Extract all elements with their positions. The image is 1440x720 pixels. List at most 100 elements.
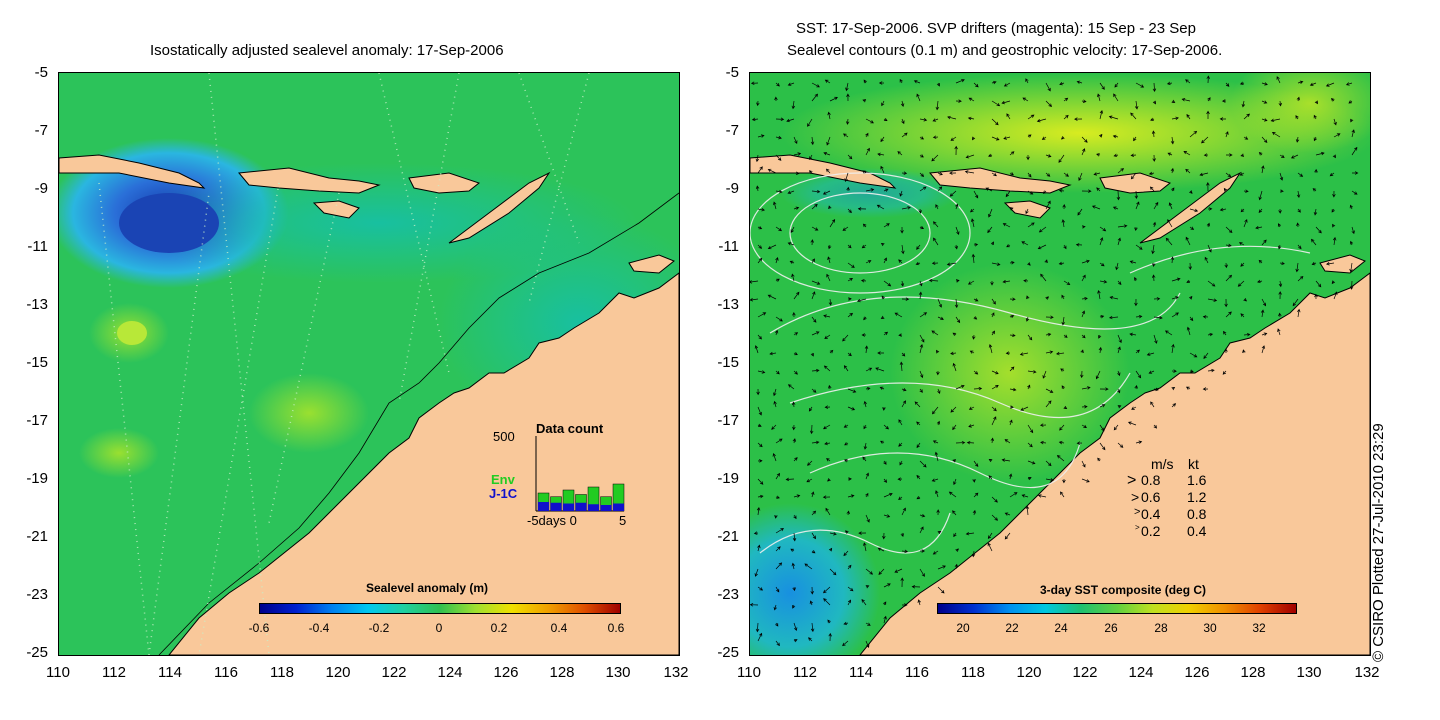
velocity-arrow <box>877 547 885 552</box>
velocity-arrow <box>1297 308 1301 318</box>
velocity-arrow <box>1026 154 1030 161</box>
velocity-arrow <box>919 343 924 354</box>
velocity-arrow <box>1240 313 1245 318</box>
velocity-arrow <box>863 400 867 408</box>
velocity-arrow <box>810 239 814 246</box>
velocity-arrow <box>901 171 908 175</box>
velocity-arrow <box>1045 400 1052 408</box>
velocity-arrow <box>847 352 852 357</box>
velocity-arrow <box>1261 82 1268 86</box>
legend-arrow-icon: > <box>1135 523 1140 532</box>
velocity-arrow <box>898 496 903 500</box>
velocity-arrow <box>955 79 965 84</box>
x-tick: 118 <box>270 664 294 681</box>
velocity-arrow <box>883 514 891 518</box>
velocity-arrow <box>1117 388 1121 394</box>
velocity-arrow <box>847 244 852 249</box>
velocity-arrow <box>846 186 850 192</box>
x-tick: 122 <box>381 664 407 681</box>
colorbar-tick: 0.4 <box>550 621 568 635</box>
velocity-arrow <box>1261 100 1268 104</box>
velocity-arrow <box>829 96 838 102</box>
y-tick: -21 <box>717 528 739 545</box>
y-tick: -9 <box>34 180 48 197</box>
velocity-arrow <box>1148 171 1155 176</box>
velocity-arrow <box>863 424 867 430</box>
velocity-arrow <box>1062 204 1066 210</box>
velocity-arrow <box>1060 368 1065 372</box>
velocity-arrow <box>1168 202 1173 210</box>
velocity-arrow <box>823 314 831 318</box>
right-map-title-line2: Sealevel contours (0.1 m) and geostrophi… <box>787 42 1223 59</box>
velocity-arrow <box>1117 224 1128 228</box>
velocity-arrow <box>1351 146 1358 156</box>
velocity-arrow <box>757 586 764 591</box>
velocity-arrow <box>1045 200 1051 210</box>
velocity-arrow <box>894 312 903 318</box>
velocity-arrow <box>1261 332 1268 336</box>
velocity-arrow <box>955 384 965 390</box>
velocity-arrow <box>1081 148 1086 156</box>
velocity-arrow <box>1153 297 1161 301</box>
velocity-arrow <box>965 154 975 159</box>
velocity-arrow <box>1063 405 1068 410</box>
velocity-arrow <box>1078 172 1083 181</box>
velocity-arrow <box>791 273 795 282</box>
velocity-arrow <box>1081 334 1086 339</box>
velocity-arrow <box>1203 153 1209 157</box>
velocity-arrow <box>1151 244 1155 255</box>
y-tick: -15 <box>26 354 48 371</box>
velocity-arrow <box>757 134 765 138</box>
velocity-arrow <box>811 291 816 300</box>
velocity-arrow <box>847 477 852 481</box>
velocity-arrow <box>1134 226 1138 232</box>
velocity-arrow <box>1349 240 1354 246</box>
velocity-arrow <box>883 223 890 228</box>
velocity-arrow <box>1309 82 1317 86</box>
velocity-arrow <box>964 170 975 174</box>
velocity-arrow <box>880 242 885 247</box>
velocity-arrow <box>1186 279 1191 283</box>
velocity-arrow <box>897 151 903 156</box>
velocity-arrow <box>991 416 997 426</box>
velocity-arrow <box>901 603 908 607</box>
velocity-arrow <box>901 206 911 210</box>
velocity-arrow <box>793 514 797 520</box>
velocity-arrow <box>1255 225 1263 230</box>
y-tick: -19 <box>717 470 739 487</box>
velocity-arrow <box>953 478 957 486</box>
velocity-arrow <box>811 203 818 210</box>
x-tick: 130 <box>605 664 631 681</box>
velocity-arrow <box>1171 277 1181 282</box>
velocity-arrow <box>1171 369 1177 373</box>
velocity-arrow <box>883 424 889 430</box>
velocity-arrow <box>847 154 853 160</box>
velocity-arrow <box>858 531 867 535</box>
velocity-arrow <box>811 226 819 231</box>
velocity-arrow <box>775 82 780 87</box>
velocity-arrow <box>826 273 831 282</box>
j1c-count-bar <box>550 502 562 511</box>
velocity-arrow <box>1312 188 1317 192</box>
velocity-arrow <box>973 298 979 302</box>
velocity-arrow <box>1036 118 1047 123</box>
velocity-arrow <box>773 201 777 210</box>
velocity-arrow <box>1056 455 1065 462</box>
velocity-arrow <box>1261 118 1268 122</box>
velocity-arrow <box>807 460 813 466</box>
velocity-arrow <box>955 440 966 445</box>
velocity-arrow <box>755 185 760 192</box>
velocity-arrow <box>1117 442 1124 448</box>
j1c-count-bar <box>563 503 574 511</box>
velocity-arrow <box>1134 298 1138 307</box>
velocity-arrow <box>1027 334 1033 341</box>
velocity-arrow <box>883 460 887 465</box>
velocity-arrow <box>1077 208 1083 216</box>
velocity-arrow <box>1164 330 1173 336</box>
velocity-arrow <box>1171 99 1176 103</box>
colorbar-tick: 32 <box>1252 621 1266 635</box>
velocity-arrow <box>919 154 924 158</box>
velocity-arrow <box>773 400 777 408</box>
velocity-arrow <box>811 331 820 336</box>
velocity-arrow <box>954 244 958 250</box>
